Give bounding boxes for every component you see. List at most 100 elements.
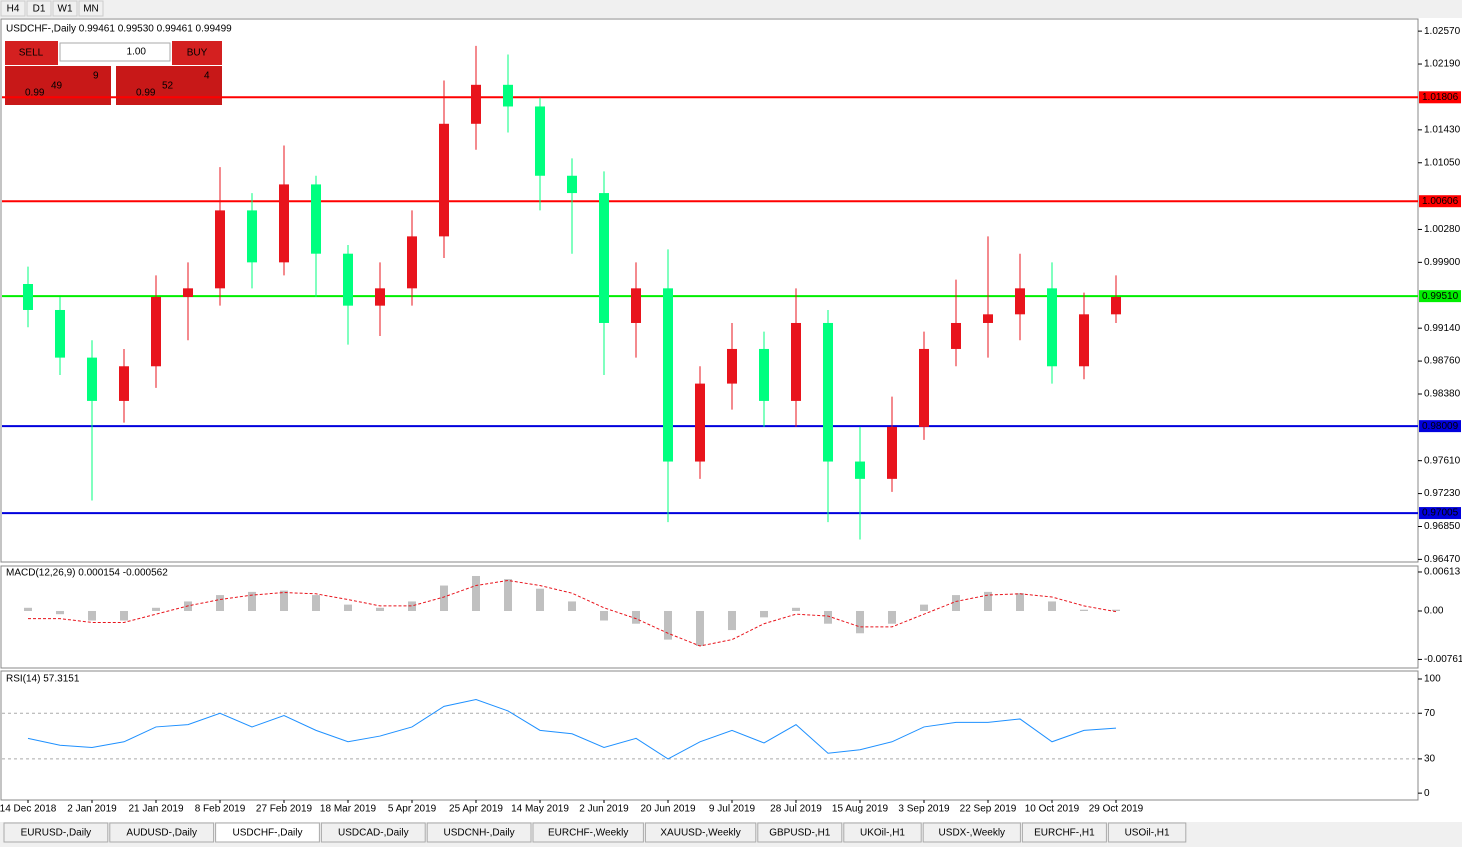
macd-bar (1112, 609, 1120, 611)
macd-bar (664, 610, 672, 640)
timeframe-button[interactable] (52, 0, 78, 17)
lot-input[interactable] (59, 42, 171, 62)
candle-body (1111, 296, 1121, 315)
candle-body (1047, 288, 1057, 367)
timeframe-button[interactable] (26, 0, 52, 17)
macd-bar (56, 610, 64, 615)
macd-bar (888, 610, 896, 624)
candle-body (567, 175, 577, 194)
level-label: 1.00606 (1422, 196, 1459, 207)
macd-bar (216, 595, 224, 611)
ask-big: 52 (162, 81, 174, 92)
symbol-tab[interactable] (843, 822, 922, 843)
tab-label: USDCHF-,Daily (233, 828, 303, 839)
candle-body (727, 348, 737, 384)
bid-box[interactable] (5, 66, 111, 105)
x-tick-label: 18 Mar 2019 (320, 804, 377, 815)
ask-box[interactable] (116, 66, 222, 105)
level-label: 0.99510 (1422, 291, 1459, 302)
y-tick-label: 0.98760 (1424, 356, 1461, 367)
x-tick-label: 29 Oct 2019 (1089, 804, 1144, 815)
symbol-tab[interactable] (1021, 822, 1107, 843)
y-tick-label: 1.00280 (1424, 224, 1461, 235)
macd-bar (376, 607, 384, 611)
macd-bar (536, 588, 544, 611)
timeframe-label: H4 (7, 4, 20, 15)
macd-bar (600, 610, 608, 621)
candle-body (855, 461, 865, 479)
macd-bar (120, 610, 128, 621)
macd-bar (1048, 601, 1056, 611)
macd-bar (792, 607, 800, 611)
symbol-tab[interactable] (3, 822, 109, 843)
macd-bar (344, 604, 352, 611)
x-tick-label: 10 Oct 2019 (1025, 804, 1080, 815)
candle-body (247, 210, 257, 263)
buy-button[interactable] (172, 41, 222, 65)
bid-prefix: 0.99 (25, 88, 45, 99)
symbol-tab[interactable] (109, 822, 215, 843)
symbol-tab[interactable] (320, 822, 426, 843)
y-tick-label: 30 (1424, 754, 1436, 765)
sell-button[interactable] (5, 41, 58, 65)
y-tick-label: 0.97230 (1424, 488, 1461, 499)
symbol-tab[interactable] (922, 822, 1021, 843)
candle-body (407, 236, 417, 289)
price-pane (0, 18, 1419, 563)
candle-body (535, 106, 545, 176)
macd-bar (760, 610, 768, 618)
x-tick-label: 15 Aug 2019 (832, 804, 889, 815)
pane-title: RSI(14) 57.3151 (6, 674, 80, 685)
symbol-tab[interactable] (757, 822, 843, 843)
y-tick-label: 100 (1424, 674, 1441, 685)
pane-title: MACD(12,26,9) 0.000154 -0.000562 (6, 568, 168, 579)
candle-body (343, 253, 353, 306)
timeframe-label: W1 (58, 4, 73, 15)
candle-body (215, 210, 225, 289)
symbol-header: USDCHF-,Daily 0.99461 0.99530 0.99461 0.… (6, 24, 232, 35)
tab-label: USDCNH-,Daily (444, 828, 515, 839)
x-tick-label: 25 Apr 2019 (449, 804, 503, 815)
x-tick-label: 5 Apr 2019 (388, 804, 437, 815)
macd-bar (856, 610, 864, 634)
chart-window (0, 18, 1462, 822)
macd-bar (24, 607, 32, 611)
candle-body (983, 314, 993, 323)
x-tick-label: 27 Feb 2019 (256, 804, 313, 815)
macd-bar (952, 595, 960, 611)
macd-bar (696, 610, 704, 646)
symbol-tab[interactable] (215, 822, 320, 843)
y-tick-label: 0.99140 (1424, 323, 1461, 334)
timeframe-button[interactable] (0, 0, 26, 17)
macd-bar (984, 591, 992, 611)
candle-body (119, 366, 129, 401)
macd-signal (28, 579, 1117, 647)
candle-body (951, 322, 961, 349)
x-tick-label: 28 Jul 2019 (770, 804, 822, 815)
macd-bar (312, 595, 320, 611)
symbol-tab[interactable] (532, 822, 644, 843)
rsi-line (27, 699, 1117, 760)
symbol-tab[interactable] (426, 822, 532, 843)
candle-body (151, 296, 161, 367)
x-tick-label: 9 Jul 2019 (709, 804, 756, 815)
level-tag (1419, 420, 1461, 433)
macd-bar (728, 610, 736, 631)
tab-label: USDCAD-,Daily (338, 828, 409, 839)
y-tick-label: 0.98380 (1424, 389, 1461, 400)
tab-label: EURUSD-,Daily (21, 828, 92, 839)
level-tag (1419, 91, 1461, 104)
timeframe-label: MN (83, 4, 99, 15)
x-tick-label: 14 Dec 2018 (0, 804, 57, 815)
candle-body (55, 309, 65, 358)
x-tick-label: 2 Jan 2019 (67, 804, 117, 815)
y-tick-label: 0.96470 (1424, 554, 1461, 565)
timeframe-button[interactable] (78, 0, 104, 17)
symbol-tab[interactable] (1107, 822, 1187, 843)
tab-label: UKOil-,H1 (860, 828, 905, 839)
y-tick-label: 0.99900 (1424, 257, 1461, 268)
symbol-tab[interactable] (644, 822, 757, 843)
candle-body (695, 383, 705, 462)
macd-bar (280, 590, 288, 611)
